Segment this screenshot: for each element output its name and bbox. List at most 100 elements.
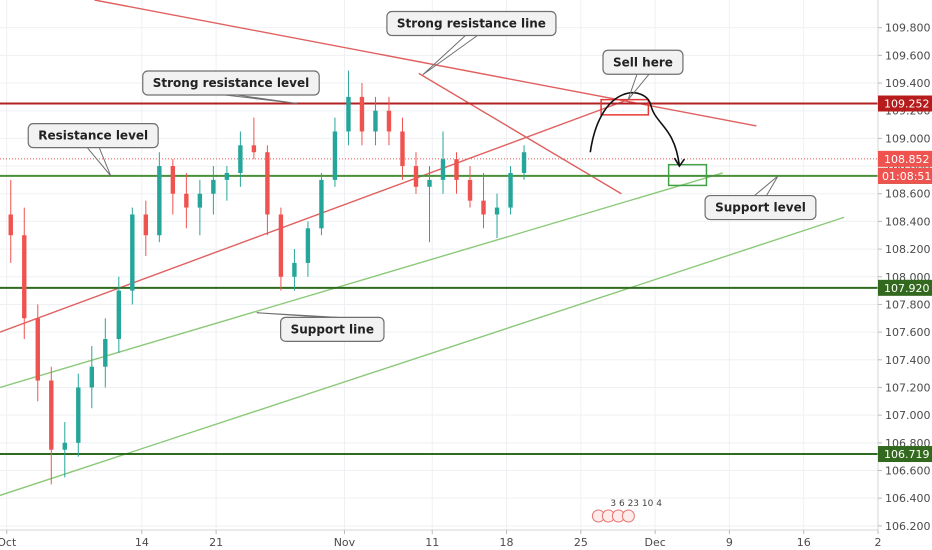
candle-body (8, 214, 13, 236)
x-tick-label: 11 (425, 536, 439, 549)
candle-body (319, 179, 324, 229)
candle-body (197, 193, 203, 208)
candle (238, 131, 243, 187)
annotation-callout: Strong resistance line (386, 10, 557, 76)
green-support-line (0, 172, 723, 389)
candle-body (481, 200, 486, 215)
candle (170, 159, 176, 215)
y-tick-label: 107.800 (885, 298, 931, 311)
candle (62, 422, 67, 478)
economic-events-counts: 3 6 23 10 4 (610, 499, 662, 509)
candle (359, 83, 365, 146)
candle-body (400, 131, 405, 167)
time-axis-panel (0, 530, 878, 550)
red-steep-trendline (418, 72, 622, 195)
candle-body (35, 318, 40, 381)
price-level-badge (878, 95, 932, 112)
candle-body (440, 159, 446, 180)
x-tick-label: Dec (644, 536, 665, 549)
countdown-badge (878, 167, 932, 184)
candle-body (413, 166, 419, 187)
y-tick-label: 106.400 (885, 492, 931, 505)
candle (440, 131, 446, 194)
candle (103, 318, 108, 388)
candle (373, 96, 378, 146)
annotation-box (142, 70, 320, 96)
annotation-text: Resistance level (38, 129, 148, 143)
annotation-text: Strong resistance line (397, 17, 546, 31)
candle-body (332, 131, 338, 180)
horizontal-levels (0, 102, 878, 456)
price-level-badge-label: 106.719 (884, 448, 930, 461)
candle (386, 96, 392, 146)
candle (76, 373, 81, 457)
candle (400, 117, 405, 180)
candle-body (373, 110, 378, 132)
annotation-callout: Support line (256, 312, 385, 342)
y-tick-label: 109.800 (885, 22, 931, 35)
candle-body (359, 96, 365, 132)
annotation-text: Strong resistance level (153, 76, 309, 90)
annotation-callout: Sell here (602, 49, 684, 100)
trendlines (0, 0, 845, 497)
callouts: Strong resistance line Sell here Strong re… (27, 10, 817, 342)
candle (467, 166, 473, 208)
arrow-head-icon (673, 157, 686, 168)
candle (427, 166, 432, 243)
candle (157, 152, 162, 243)
candle (346, 70, 351, 146)
candle-body (454, 159, 459, 180)
candle-body (521, 152, 527, 173)
candle (481, 172, 486, 229)
candle (454, 152, 459, 194)
candle-body (103, 339, 108, 367)
y-tick-label: 108.600 (885, 188, 931, 201)
candle-body (89, 366, 94, 388)
x-tick-label: 14 (135, 536, 149, 549)
red-support-to-resistance (0, 98, 629, 333)
candle (224, 166, 230, 201)
candle (49, 366, 54, 485)
y-tick-label: 108.200 (885, 243, 931, 256)
candle-body (292, 262, 297, 277)
candle-body (22, 235, 27, 319)
candle-body (184, 193, 189, 208)
candle-body (278, 214, 284, 277)
candle (116, 276, 122, 353)
annotation-pointer (86, 147, 112, 177)
y-tick-label: 109.600 (885, 49, 931, 62)
candle-body (427, 179, 432, 187)
last-price-badge (878, 150, 932, 167)
x-tick-label: 16 (797, 536, 811, 549)
candle-body (211, 179, 216, 194)
annotation-pointer (754, 175, 779, 196)
y-tick-label: 107.600 (885, 326, 931, 339)
candle (35, 304, 40, 402)
candle-body (467, 179, 473, 201)
candle (130, 207, 135, 305)
candle-body (157, 166, 162, 236)
price-level-badge-label: 109.252 (884, 98, 930, 111)
price-level-badge (878, 279, 932, 296)
annotation-box (602, 49, 684, 75)
annotation-callout: Support level (704, 175, 817, 221)
price-level-badge-label: 107.920 (884, 282, 930, 295)
candlesticks (8, 70, 527, 485)
price-level-badge (878, 446, 932, 463)
candle (292, 249, 297, 291)
candle-body (116, 290, 122, 340)
economic-event-icon[interactable] (621, 509, 635, 523)
candle (197, 179, 203, 236)
candle (251, 117, 257, 160)
candle-body (346, 96, 351, 132)
candle (211, 166, 216, 215)
annotation-pointer (422, 35, 478, 76)
candle (521, 145, 527, 180)
candle-body (49, 380, 54, 450)
y-tick-label: 107.400 (885, 354, 931, 367)
y-tick-label: 107.000 (885, 409, 931, 422)
candle-body (170, 166, 176, 194)
annotation-callout: Resistance level (27, 123, 159, 177)
